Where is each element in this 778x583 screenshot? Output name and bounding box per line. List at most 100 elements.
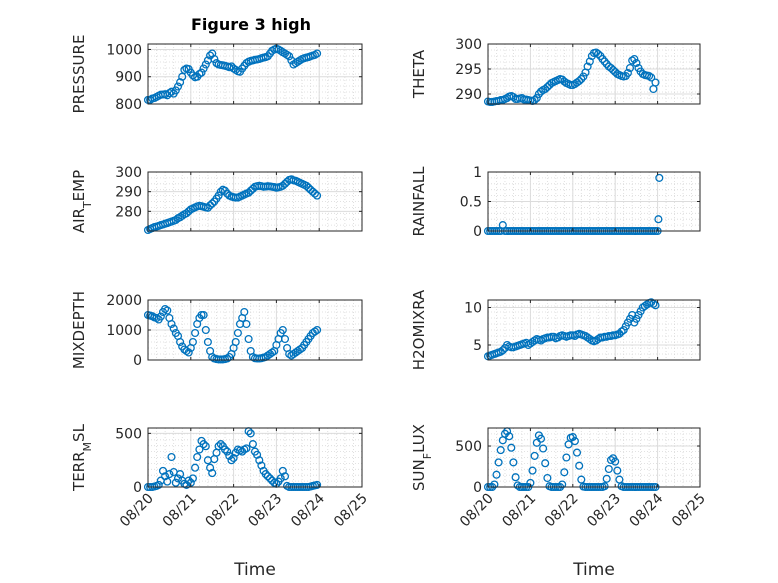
subplot-h2omixra: 5 10 H2OMIXRA <box>410 289 701 370</box>
data-point <box>560 468 569 477</box>
data-point <box>310 327 319 336</box>
x-tick-label: 08/20 <box>457 491 497 531</box>
data-point <box>199 64 208 73</box>
y-tick-label: 1000 <box>106 42 142 58</box>
data-point <box>577 74 586 84</box>
data-point <box>285 52 294 61</box>
data-point <box>630 54 639 64</box>
y-axis-label: RAINFALL <box>410 166 428 237</box>
data-point <box>208 199 217 208</box>
data-point <box>201 60 210 69</box>
data-point <box>532 93 541 103</box>
data-point <box>613 466 622 475</box>
y-axis-label: TERRMSL <box>70 423 94 492</box>
y-tick-label: 290 <box>455 87 482 103</box>
y-axis-label: SUNFLUX <box>410 424 434 491</box>
data-point <box>244 188 253 197</box>
data-point <box>530 451 539 460</box>
data-point <box>188 474 197 483</box>
y-tick-label: 300 <box>455 37 482 53</box>
y-tick-label: 1000 <box>106 323 142 339</box>
data-point <box>313 191 322 200</box>
data-point <box>654 215 663 224</box>
axes-box <box>147 171 363 232</box>
data-point <box>602 59 611 69</box>
y-axis-label: PRESSURE <box>70 35 88 114</box>
data-point <box>606 63 616 73</box>
figure-title: Figure 3 high <box>191 15 311 34</box>
data-point <box>570 437 579 446</box>
data-point <box>193 452 202 462</box>
data-point <box>560 77 569 86</box>
series-markers <box>143 304 322 364</box>
data-point <box>310 189 319 198</box>
data-point <box>233 328 242 338</box>
y-tick-label: 280 <box>115 204 142 220</box>
data-point <box>609 65 618 75</box>
data-point <box>611 457 620 466</box>
data-point <box>176 337 185 347</box>
data-point <box>583 62 592 71</box>
data-point <box>625 63 635 73</box>
data-point <box>490 480 499 489</box>
data-point <box>263 472 272 481</box>
subplot-sun-flux: 0 500 08/20 08/21 08/22 08/23 08/24 08/25 SUNFLU… <box>410 424 709 580</box>
x-tick-label: 08/24 <box>288 490 328 530</box>
data-point <box>647 73 656 82</box>
data-point <box>167 319 176 329</box>
data-point <box>240 307 249 317</box>
data-point <box>220 445 230 454</box>
x-tick-label: 08/22 <box>542 491 582 531</box>
data-point <box>197 68 206 77</box>
data-point <box>577 475 586 484</box>
data-point <box>534 89 543 99</box>
data-point <box>276 474 285 483</box>
data-point <box>494 458 503 467</box>
x-axis-label: Time <box>233 560 276 580</box>
axes-box <box>487 427 701 488</box>
series-markers <box>483 298 660 361</box>
y-tick-label: 10 <box>464 301 482 317</box>
y-tick-label: 800 <box>115 97 142 113</box>
data-point <box>594 49 603 59</box>
x-axis-label: Time <box>572 560 615 580</box>
data-point <box>191 328 200 338</box>
x-tick-label: 08/25 <box>669 491 709 531</box>
subplot-mixdepth: 0 1000 2000 MIXDEPTH <box>70 291 363 369</box>
data-point <box>248 440 257 449</box>
data-point <box>165 470 174 479</box>
data-point <box>313 325 322 335</box>
grid <box>487 300 701 360</box>
data-point <box>568 432 577 442</box>
data-point <box>214 442 223 451</box>
data-point <box>188 337 197 347</box>
data-point <box>201 442 210 451</box>
data-point <box>536 336 546 345</box>
data-point <box>575 76 584 86</box>
data-point <box>304 183 313 192</box>
data-point <box>558 480 567 489</box>
data-point <box>246 429 255 438</box>
y-tick-label: 295 <box>455 62 482 78</box>
data-point <box>210 54 219 64</box>
data-point <box>651 78 660 87</box>
data-point <box>244 334 253 344</box>
data-point <box>231 337 240 347</box>
data-point <box>152 313 161 323</box>
data-point <box>598 54 607 64</box>
subplot-rainfall: 0 0.5 1 RAINFALL <box>410 165 701 240</box>
plot-area <box>148 172 362 231</box>
data-point <box>313 49 322 58</box>
data-point <box>195 445 204 454</box>
data-point <box>184 348 193 357</box>
data-point <box>507 443 516 452</box>
data-point <box>248 184 257 193</box>
data-point <box>645 71 654 81</box>
data-point <box>169 324 178 333</box>
axes-box <box>147 43 363 105</box>
subplot-air-temp: 280 290 300 AIRTEMP <box>70 165 363 235</box>
data-point <box>278 325 287 335</box>
subplot-theta: 290 295 300 THETA <box>410 37 701 107</box>
data-point <box>623 68 632 78</box>
